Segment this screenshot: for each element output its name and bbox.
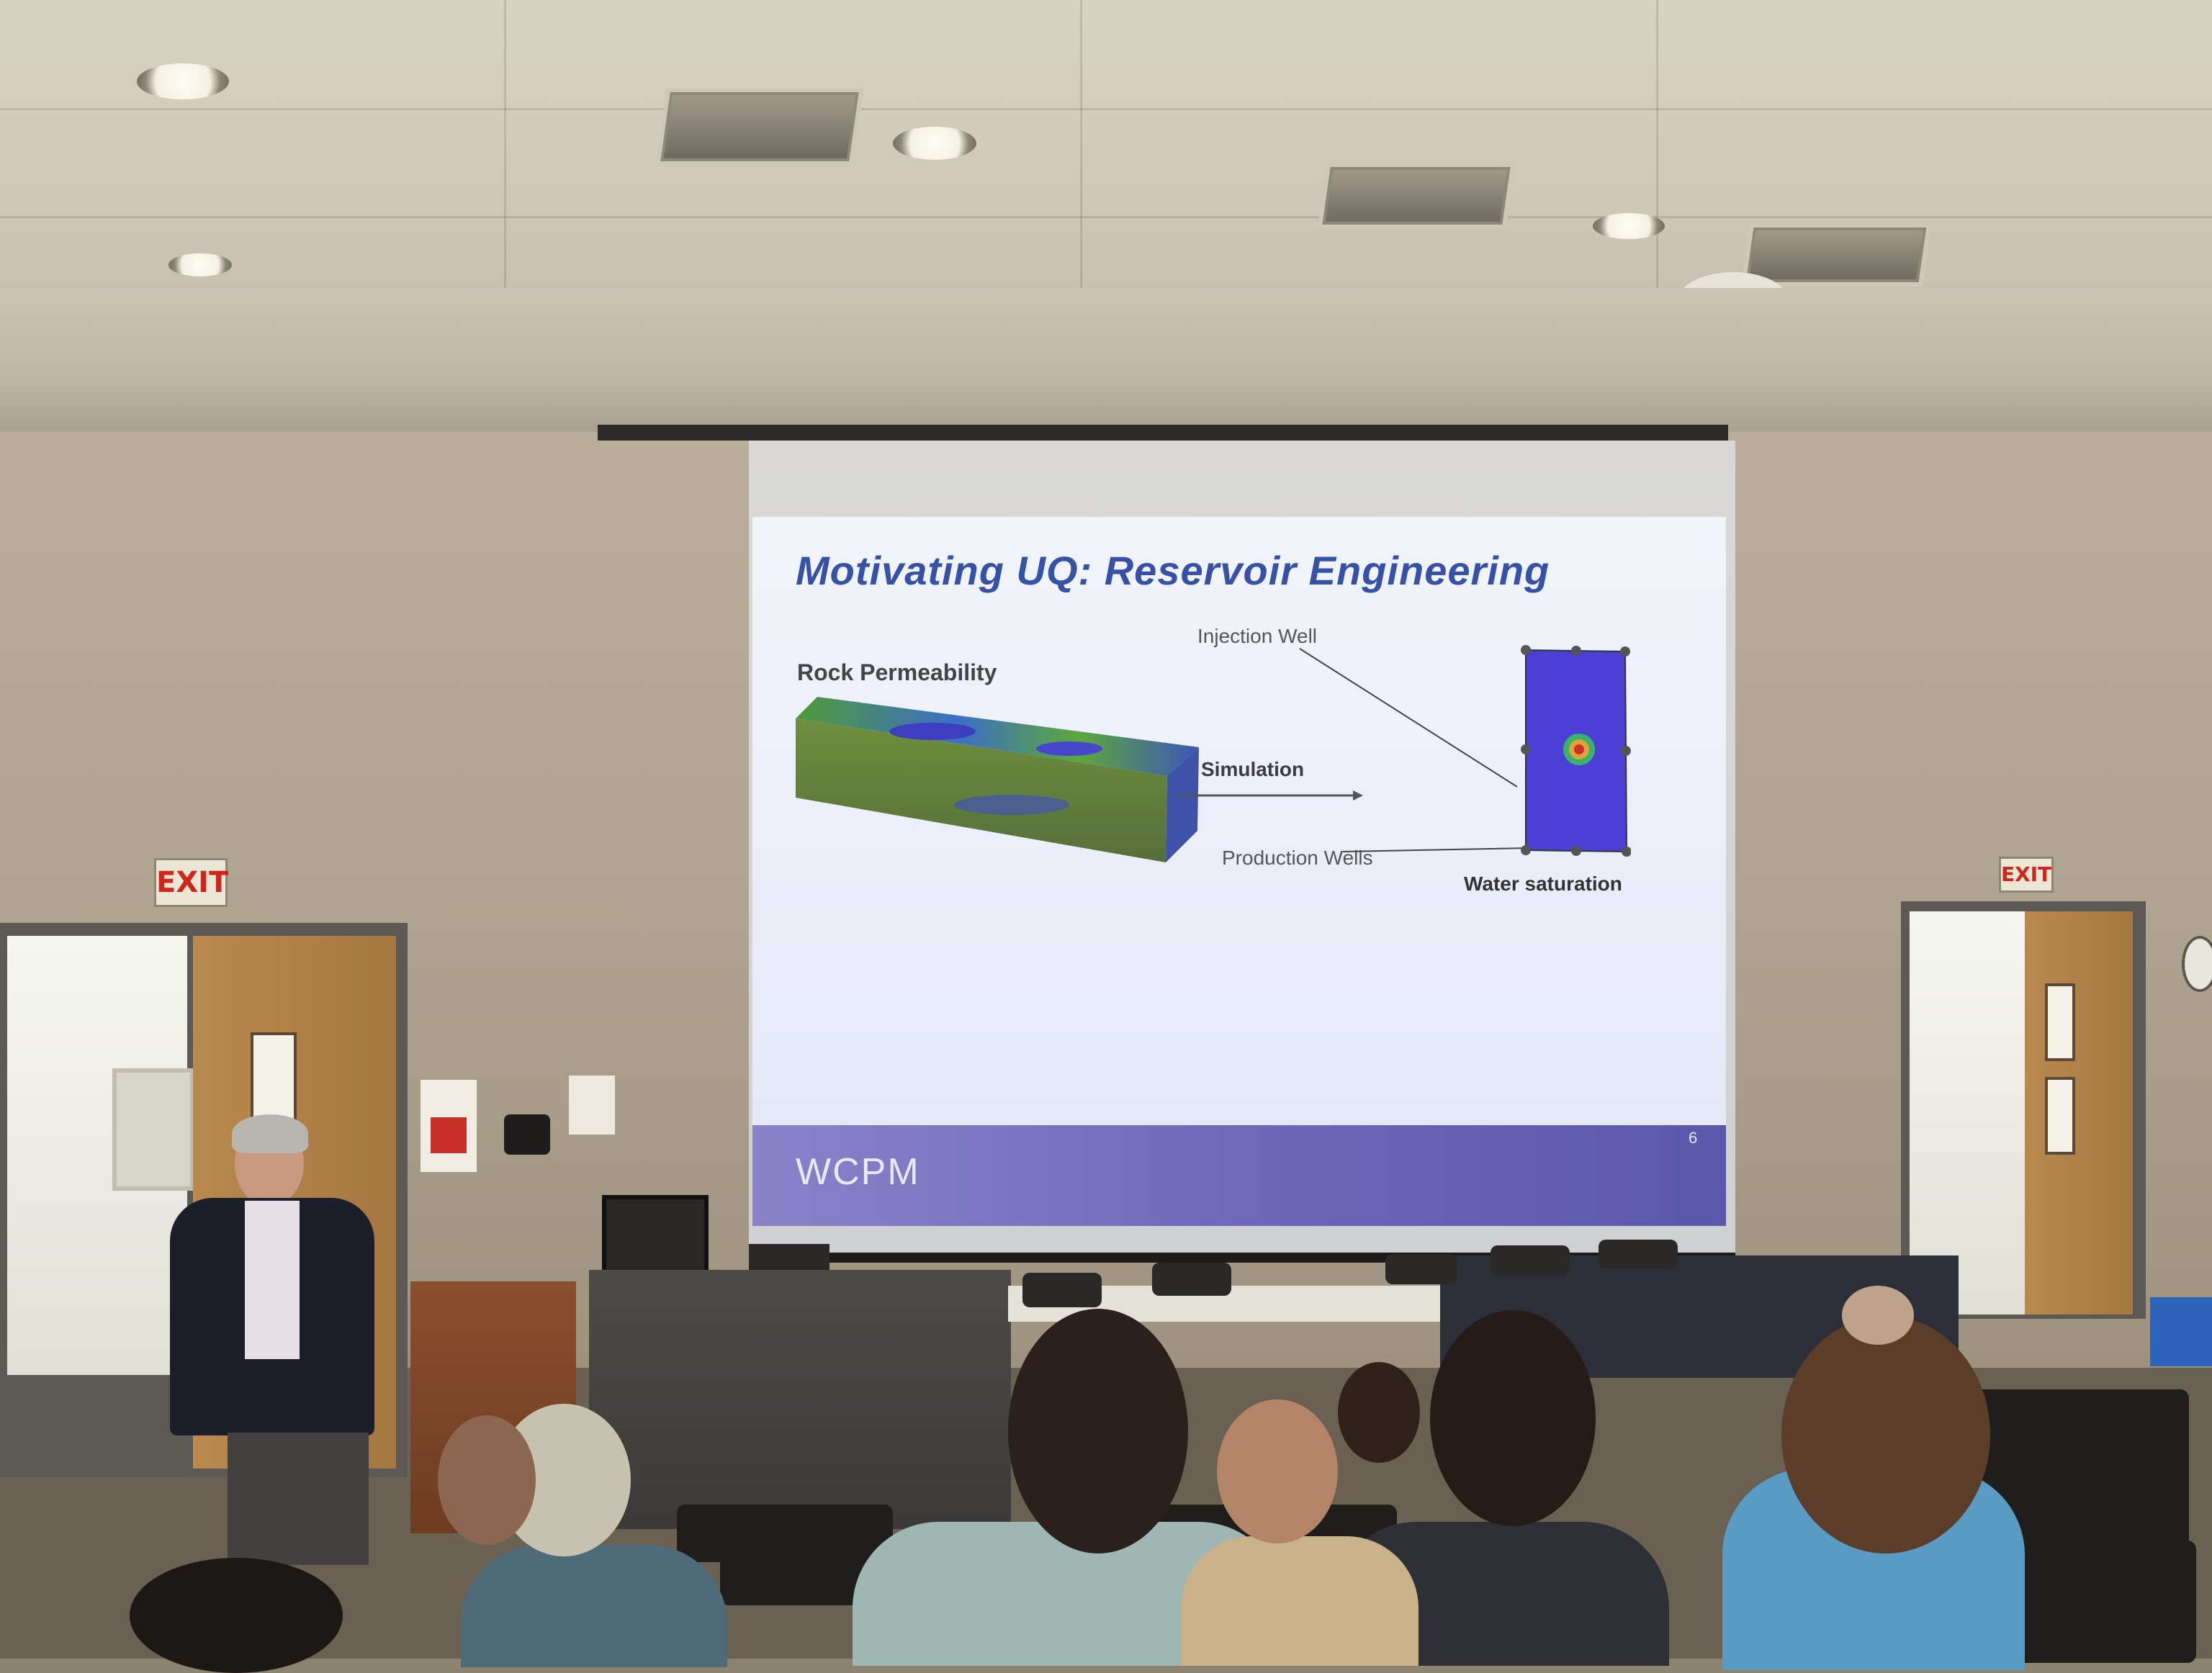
wcpm-logo: WCPM [796, 1151, 920, 1193]
ceiling-vent [1740, 223, 1932, 287]
rock-permeability-label: Rock Permeability [797, 659, 997, 685]
audience-member-head [1781, 1316, 1990, 1554]
injection-well-label: Injection Well [1197, 625, 1318, 647]
panel-chair [1491, 1245, 1570, 1276]
production-wells-label: Production Wells [1222, 847, 1373, 869]
slide-page-number: 6 [1689, 1129, 1698, 1147]
audience-member-head [1338, 1362, 1420, 1463]
ceiling-vent [1317, 163, 1516, 229]
wall-notice [421, 1080, 477, 1172]
panel-chair [1599, 1240, 1678, 1268]
ceiling-soffit [0, 288, 2212, 432]
ceiling-light [1593, 213, 1665, 239]
audience-member-head [1430, 1310, 1596, 1526]
water-saturation-plot [1299, 645, 1631, 857]
presenter-shirt [245, 1201, 300, 1359]
slide-title: Motivating UQ: Reservoir Engineering [796, 548, 1550, 593]
panel-chair [1385, 1254, 1457, 1284]
audience-member-head [438, 1415, 536, 1545]
recycling-bin [2150, 1297, 2212, 1366]
panel-chair [1152, 1263, 1231, 1296]
podium-desk [589, 1270, 1011, 1529]
door-window [2045, 1077, 2075, 1155]
presenter-hair [232, 1114, 308, 1153]
ceiling-light [137, 63, 229, 99]
audience-member-body [1181, 1536, 1419, 1666]
ceiling-grid-line [1656, 0, 1658, 288]
permeability-block-image [796, 697, 1199, 862]
water-saturation-label: Water saturation [1464, 872, 1622, 895]
exit-sign-right: EXIT [1999, 857, 2054, 893]
screen-housing [598, 425, 1728, 441]
ceiling-vent [655, 88, 864, 166]
audience-member-head [1217, 1399, 1338, 1543]
right-door[interactable] [2025, 911, 2133, 1314]
wall-notice [569, 1076, 615, 1135]
audience-member-head [1008, 1309, 1188, 1554]
presentation-slide: Motivating UQ: Reservoir Engineering Roc… [752, 517, 1726, 1226]
presenter-trousers [228, 1433, 369, 1565]
ceiling-grid-line [0, 216, 2212, 218]
right-doorway-opening [1910, 911, 2025, 1314]
hallway-picture [112, 1068, 194, 1191]
ceiling-grid-line [504, 0, 506, 288]
panel-chair [1022, 1273, 1102, 1307]
wall-clock [2182, 936, 2212, 992]
notice-graphic [431, 1117, 467, 1153]
wall-phone[interactable] [504, 1114, 550, 1155]
simulation-label: Simulation [1201, 758, 1305, 780]
audience-member-head [130, 1558, 343, 1673]
slide-footer-bar [752, 1125, 1726, 1226]
audience-member-body [461, 1545, 727, 1667]
ceiling-grid-line [0, 108, 2212, 110]
exit-sign-left: EXIT [154, 858, 228, 907]
ceiling-grid-line [1080, 0, 1082, 288]
door-window [2045, 983, 2075, 1061]
simulation-arrow [1176, 790, 1363, 801]
ceiling-light [168, 253, 232, 276]
ceiling-light [893, 127, 976, 160]
audience-member-head [1842, 1286, 1914, 1345]
